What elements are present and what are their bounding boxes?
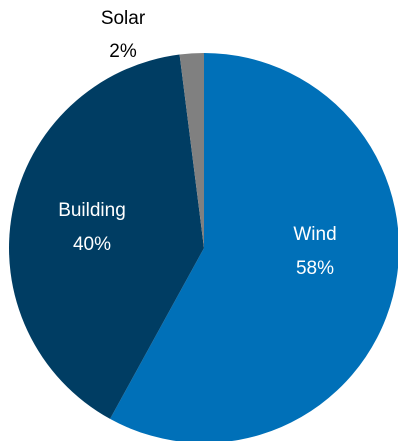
pie-slice-building (9, 54, 205, 419)
slice-value-building: 40% (73, 234, 111, 255)
slice-label-building: Building (58, 200, 126, 221)
pie-slice-solar (179, 53, 204, 248)
pie-slice-wind (110, 53, 398, 441)
slice-label-solar: Solar (101, 8, 146, 29)
slice-value-solar: 2% (109, 41, 137, 62)
pie-slices (9, 53, 398, 441)
slice-label-wind: Wind (293, 224, 336, 245)
slice-labels: Wind 58% Building 40% Solar 2% (58, 8, 336, 279)
slice-value-wind: 58% (296, 258, 334, 279)
